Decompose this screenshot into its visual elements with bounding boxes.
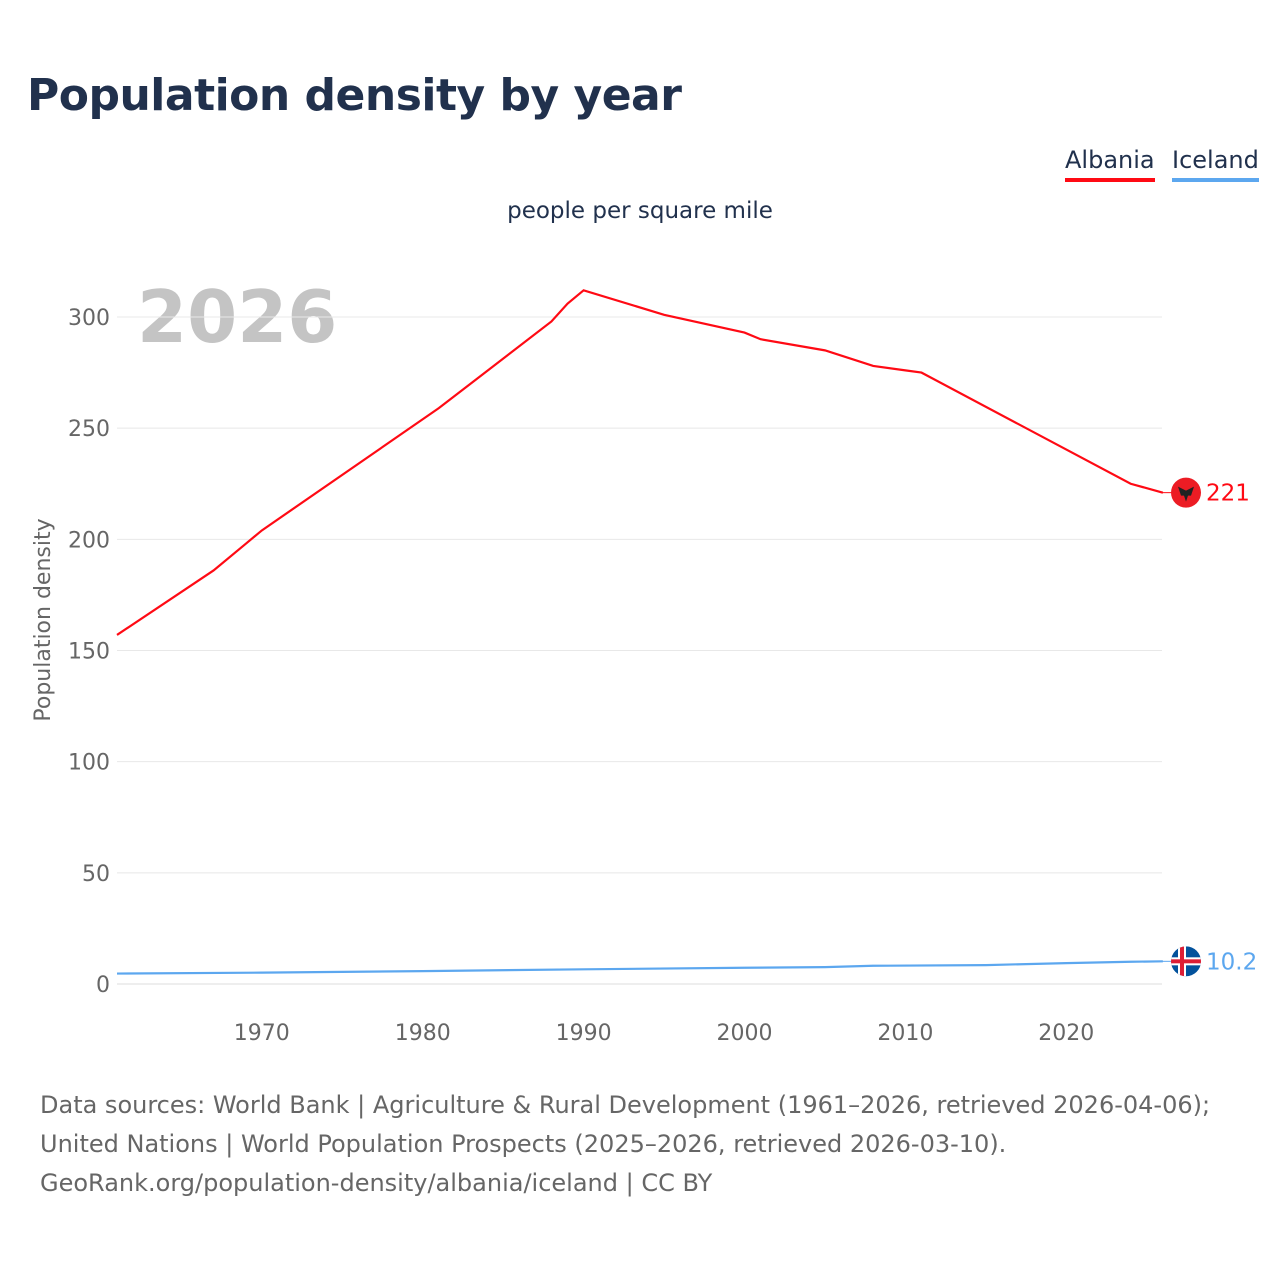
albania-flag-icon: [1171, 477, 1201, 508]
y-axis-label: Population density: [31, 518, 56, 721]
source-link[interactable]: GeoRank.org/population-density/albania/i…: [40, 1169, 713, 1197]
data-sources: Data sources: World Bank | Agriculture &…: [40, 1091, 1211, 1158]
series-line-albania: [116, 289, 1164, 636]
y-tick-label: 50: [82, 862, 110, 887]
legend-iceland[interactable]: Iceland: [1172, 146, 1259, 182]
end-value-label: 221: [1206, 481, 1250, 507]
x-tick-label: 1990: [556, 1021, 612, 1046]
footer: Data sources: World Bank | Agriculture &…: [40, 1086, 1250, 1203]
series-line-iceland: [116, 960, 1163, 975]
y-tick-label: 100: [68, 751, 110, 776]
x-tick-label: 2020: [1038, 1021, 1094, 1046]
legend-albania[interactable]: Albania: [1065, 146, 1155, 182]
y-tick-label: 0: [96, 973, 110, 998]
chart-title: Population density by year: [27, 70, 682, 121]
x-tick-label: 2000: [717, 1021, 773, 1046]
end-value-label: 10.2: [1206, 949, 1257, 975]
y-tick-label: 150: [68, 640, 110, 665]
x-tick-label: 1970: [234, 1021, 290, 1046]
y-tick-label: 300: [68, 306, 110, 331]
x-tick-label: 1980: [395, 1021, 451, 1046]
iceland-flag-icon: [1171, 946, 1201, 977]
y-tick-label: 250: [68, 417, 110, 442]
x-tick-label: 2010: [877, 1021, 933, 1046]
y-tick-label: 200: [68, 528, 110, 553]
plot-area: 2026 Population density 0501001502002503…: [31, 275, 1257, 1046]
chart-subtitle: people per square mile: [507, 198, 773, 224]
